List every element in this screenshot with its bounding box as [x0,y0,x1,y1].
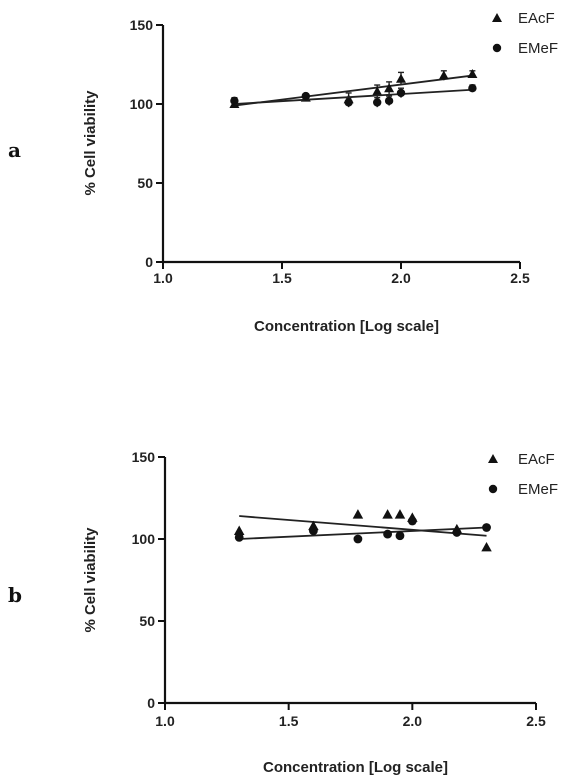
data-point-eacf [467,68,478,78]
fit-line-emef [234,88,473,105]
legend-marker-triangle [488,454,498,463]
x-tick-label: 2.5 [510,270,530,286]
legend-marker-triangle [492,13,502,22]
chart-panel-b: b 0 50 100 150 1.0 1.5 2.0 2.5 % Cell viability Co… [8,449,558,776]
y-tick-label: 100 [132,531,156,547]
data-point-emef [230,96,239,106]
legend-marker-circle [492,43,502,53]
x-tick-label: 1.0 [155,713,175,729]
data-point-emef [373,98,382,107]
series-eacf [233,509,492,552]
data-point-eacf [481,541,492,552]
data-point-emef [301,91,310,101]
legend-label: EAcF [518,10,555,27]
x-tick-label: 1.5 [272,270,292,286]
y-axis-label: % Cell viability [82,527,99,633]
series-emef [230,84,477,108]
data-point-eacf [382,509,393,519]
data-point-emef [452,528,462,537]
data-point-emef [308,526,318,536]
data-point-emef [234,532,244,542]
legend-label: EMeF [518,481,558,498]
legend-label: EAcF [518,451,555,468]
data-point-eacf [352,509,364,519]
chart-panel-a: a 0 50 100 150 1.0 1.5 2.0 2.5 % Cell viability Co… [8,10,558,335]
x-tick-label: 2.0 [391,270,411,286]
data-point-eacf [438,70,449,80]
data-point-emef [468,84,477,93]
data-point-eacf [372,86,383,96]
y-tick-label: 50 [137,175,153,191]
data-point-emef [396,88,406,98]
panel-letter: a [8,138,21,162]
y-tick-label: 50 [139,613,155,629]
data-point-emef [384,96,394,106]
x-axis-label: Concentration [Log scale] [263,759,448,776]
panel-letter: b [8,583,22,607]
x-tick-label: 1.5 [279,713,299,729]
data-point-emef [395,531,405,541]
x-axis-label: Concentration [Log scale] [254,318,439,335]
y-axis-label: % Cell viability [82,90,99,196]
x-tick-label: 2.0 [403,713,423,729]
x-tick-label: 1.0 [153,270,173,286]
data-point-emef [353,534,363,544]
data-point-emef [482,523,491,532]
fit-line-emef [239,526,487,540]
y-tick-label: 0 [145,254,153,270]
y-tick-label: 100 [130,96,154,112]
data-point-eacf [396,73,406,83]
fit-line-eacf [239,515,487,537]
data-point-eacf [394,509,406,519]
data-point-emef [407,516,417,526]
y-tick-label: 0 [147,695,155,711]
y-tick-label: 150 [132,449,156,465]
x-tick-label: 2.5 [526,713,546,729]
data-point-eacf [384,83,395,93]
y-tick-label: 150 [130,17,154,33]
data-point-emef [383,529,393,539]
data-point-emef [344,98,353,107]
legend-marker-circle [488,484,498,494]
data-point-eacf [233,525,245,535]
series-emef [234,516,491,544]
legend-label: EMeF [518,40,558,57]
fit-line-eacf [234,74,473,107]
